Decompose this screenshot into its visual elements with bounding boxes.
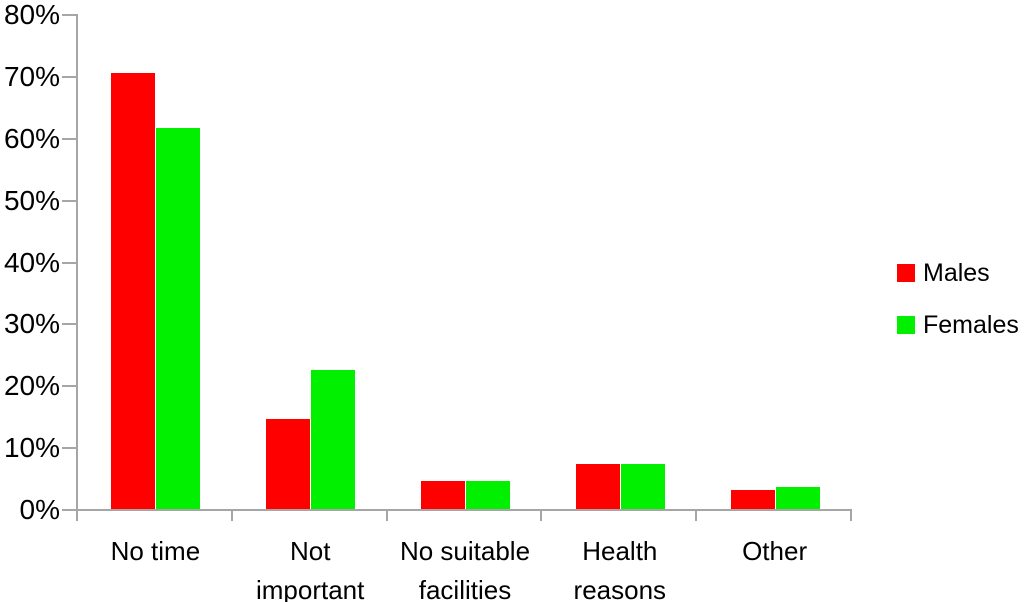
y-tick-label: 50%: [3, 184, 60, 216]
legend-swatch-females: [897, 316, 915, 334]
bar-females-4: [775, 487, 820, 509]
y-axis-tick: [62, 137, 76, 140]
x-axis-tick: [76, 511, 78, 521]
legend: Males Females: [897, 256, 1019, 360]
bar-males-3: [576, 464, 620, 509]
y-tick-label: 60%: [3, 122, 60, 154]
legend-label: Females: [923, 311, 1019, 339]
x-axis-tick: [230, 511, 233, 521]
y-tick-label: 0%: [19, 494, 60, 525]
x-category-label-line: No time: [110, 536, 201, 566]
x-category-label-line: No suitable: [399, 536, 531, 566]
x-category-label-line: Health: [582, 536, 658, 566]
bar-males-0: [111, 73, 155, 509]
bar-males-2: [421, 481, 465, 509]
x-axis-tick: [385, 511, 388, 521]
legend-item-males: Males: [897, 256, 1019, 290]
x-axis-tick: [695, 511, 698, 521]
bar-males-1: [266, 419, 310, 509]
bar-females-3: [620, 464, 665, 509]
x-category-label: Not important: [225, 532, 395, 602]
x-category-label-line: facilities: [418, 575, 512, 602]
x-category-label: Other: [690, 532, 860, 571]
y-axis-tick: [62, 323, 76, 326]
y-tick-label: 10%: [3, 432, 60, 464]
y-axis-line: [76, 14, 78, 511]
x-axis-tick: [540, 511, 543, 521]
x-axis-line: [76, 509, 852, 511]
legend-item-females: Females: [897, 308, 1019, 342]
x-axis-tick: [850, 511, 852, 521]
y-tick-label: 80%: [3, 0, 60, 30]
x-category-label: Health reasons: [535, 532, 705, 602]
x-category-label: No time: [70, 532, 240, 571]
legend-swatch-males: [897, 264, 915, 282]
y-axis-tick: [62, 447, 76, 450]
y-tick-label: 70%: [3, 60, 60, 92]
x-category-label-line: Other: [742, 536, 808, 566]
x-category-label-line: Not: [289, 536, 331, 566]
legend-label: Males: [923, 259, 990, 287]
bar-females-0: [155, 128, 200, 509]
y-axis-tick: [62, 75, 76, 78]
y-tick-label: 40%: [3, 246, 60, 278]
bar-males-4: [731, 490, 775, 509]
x-category-label: No suitable facilities: [380, 532, 550, 602]
x-category-label-line: important: [255, 575, 365, 602]
y-axis-tick: [62, 199, 76, 202]
x-category-label-line: reasons: [573, 575, 667, 602]
y-tick-label: 30%: [3, 308, 60, 340]
y-axis-tick: [62, 385, 76, 388]
bar-females-1: [310, 370, 355, 509]
y-axis-tick: [62, 261, 76, 264]
y-axis-tick: [62, 509, 76, 511]
y-axis-tick: [62, 14, 76, 16]
bar-females-2: [465, 481, 510, 509]
y-tick-label: 20%: [3, 370, 60, 402]
